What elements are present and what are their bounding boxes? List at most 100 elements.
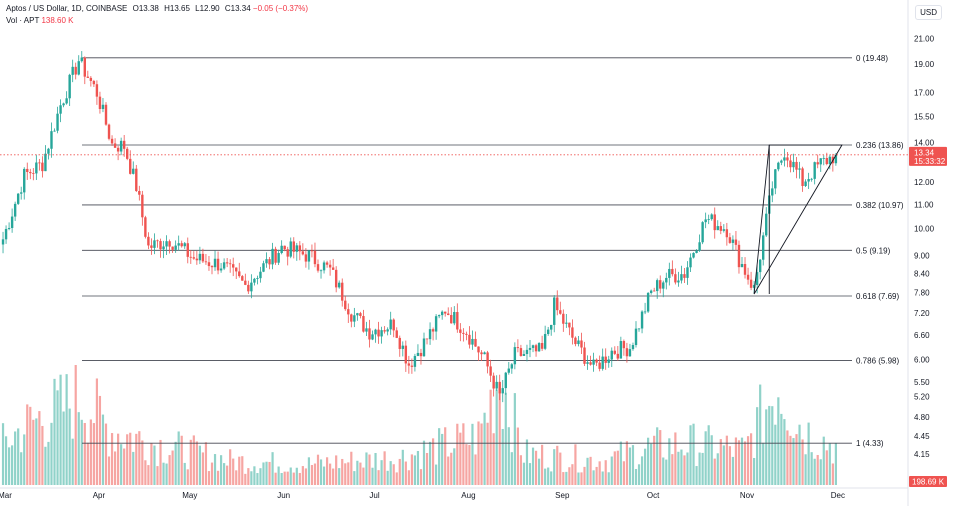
volume-bar — [786, 430, 789, 485]
volume-bar — [359, 462, 362, 485]
candle-body — [625, 348, 629, 357]
volume-bar — [238, 456, 241, 485]
candle-body — [792, 161, 795, 168]
candle-body — [822, 158, 825, 159]
volume-bar — [559, 452, 562, 485]
candle-body — [722, 229, 726, 231]
volume-bar — [692, 423, 695, 485]
volume-bar — [598, 461, 601, 485]
symbol-title[interactable]: Aptos / US Dollar, 1D, COINBASE — [6, 4, 128, 13]
candle-body — [743, 263, 747, 275]
candle-body — [380, 330, 383, 337]
candle-body — [232, 264, 235, 268]
candle-body — [41, 162, 44, 172]
candle-body — [444, 311, 447, 314]
volume-bar — [568, 467, 571, 485]
volume-tag: 198.69 K — [909, 476, 947, 487]
volume-bar — [132, 451, 135, 485]
candle-body — [350, 314, 353, 322]
volume-bar — [413, 455, 417, 485]
volume-bar — [465, 444, 468, 485]
volume-bar — [746, 436, 750, 485]
y-tick-label: 4.15 — [914, 450, 930, 459]
candle-body — [286, 249, 289, 257]
candle-body — [537, 343, 541, 352]
volume-bar — [129, 432, 132, 485]
candle-body — [640, 311, 644, 329]
candle-body — [71, 66, 74, 75]
volume-bar — [374, 452, 377, 485]
candle-body — [295, 245, 298, 252]
candle-body — [183, 243, 186, 247]
candle-body — [480, 352, 483, 355]
candle-body — [341, 282, 344, 301]
candle-body — [132, 168, 135, 174]
candle-body — [483, 352, 486, 355]
candle-body — [674, 274, 677, 283]
candle-body — [383, 330, 386, 332]
volume-bar — [435, 464, 438, 485]
candle-body — [456, 312, 459, 330]
candle-body — [680, 274, 683, 281]
volume-bar — [213, 454, 217, 485]
volume-bar — [156, 466, 159, 485]
volume-bar — [480, 423, 483, 485]
candle-body — [550, 324, 553, 330]
volume-bar — [159, 439, 162, 485]
candle-body — [413, 355, 417, 367]
volume-bar — [525, 439, 529, 485]
volume-bar — [474, 454, 477, 485]
candle-body — [489, 366, 492, 376]
volume-bar — [595, 466, 598, 485]
volume-bar — [665, 459, 668, 485]
volume-bar — [398, 458, 401, 485]
volume-bar — [404, 461, 407, 485]
volume-bar — [501, 428, 504, 485]
candle-body — [280, 245, 283, 254]
fib-level-label: 0 (19.48) — [856, 54, 888, 63]
candle-body — [244, 280, 247, 285]
volume-bar — [183, 462, 186, 485]
volume-label[interactable]: Vol · APT — [6, 16, 40, 25]
candle-body — [707, 219, 710, 220]
candle-body — [113, 143, 117, 148]
candle-body — [571, 327, 574, 338]
candle-body — [35, 162, 38, 174]
candle-body — [59, 105, 62, 114]
volume-bar — [492, 433, 495, 485]
volume-bar — [38, 411, 41, 485]
candle-body — [338, 282, 341, 288]
candle-body — [540, 343, 544, 349]
candle-body — [44, 153, 47, 172]
candle-body — [171, 246, 174, 250]
volume-bar — [110, 433, 114, 485]
volume-bar — [174, 441, 177, 485]
volume-bar — [483, 412, 486, 485]
volume-bar — [489, 389, 492, 485]
volume-bar — [265, 461, 268, 485]
volume-bar — [268, 461, 271, 485]
volume-bar — [147, 465, 150, 485]
candle-body — [95, 84, 99, 97]
fib-level-label: 1 (4.33) — [856, 439, 884, 448]
candles — [1, 51, 838, 403]
candle-body — [365, 328, 368, 332]
volume-bar — [531, 447, 535, 485]
volume-bar — [428, 441, 432, 485]
volume-bar — [656, 427, 659, 485]
currency-label[interactable]: USD — [915, 5, 942, 20]
candle-body — [23, 168, 26, 193]
candle-body — [568, 322, 571, 328]
candle-body — [589, 362, 592, 365]
volume-bar — [92, 423, 95, 485]
y-tick-label: 17.00 — [914, 89, 935, 98]
volume-bar — [104, 423, 108, 485]
candle-body — [462, 332, 465, 334]
candle-body — [492, 375, 495, 389]
volume-bar — [753, 457, 756, 485]
candle-body — [74, 66, 77, 75]
candle-body — [692, 252, 695, 258]
